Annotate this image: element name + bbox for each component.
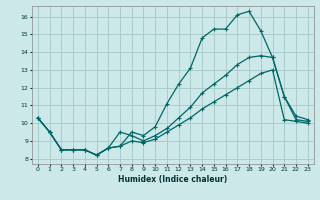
X-axis label: Humidex (Indice chaleur): Humidex (Indice chaleur): [118, 175, 228, 184]
